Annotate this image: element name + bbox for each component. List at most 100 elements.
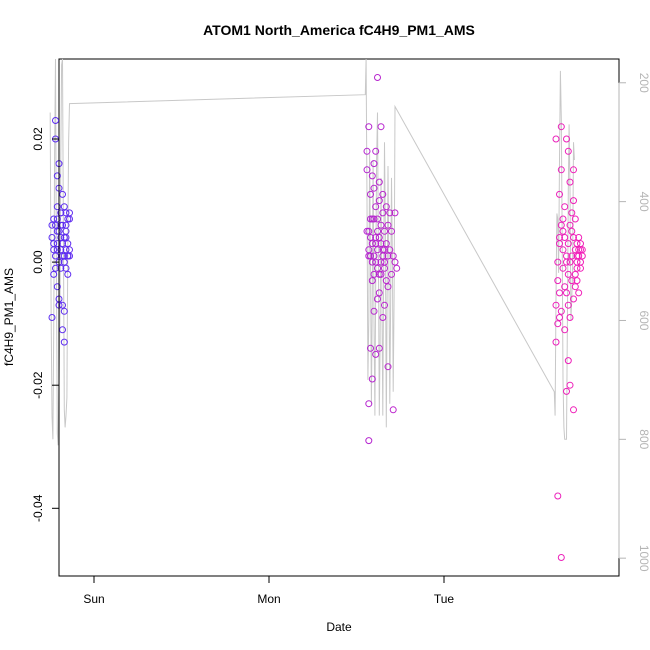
data-point — [370, 270, 378, 278]
data-point — [52, 117, 59, 124]
data-point — [57, 209, 65, 217]
data-point — [365, 227, 373, 235]
data-point — [365, 246, 373, 254]
data-point — [374, 264, 381, 272]
data-point — [367, 234, 374, 241]
data-point — [365, 123, 373, 131]
data-point — [568, 227, 576, 235]
data-point — [552, 135, 560, 143]
data-point — [50, 270, 58, 278]
data-point — [365, 400, 373, 408]
data-point — [381, 264, 388, 272]
data-point — [62, 264, 70, 272]
data-point — [561, 203, 569, 211]
data-point — [367, 252, 374, 260]
data-point — [564, 270, 572, 278]
right-axis: 200 400 600 800 1000 — [618, 73, 650, 572]
data-point — [50, 215, 58, 223]
data-point — [564, 301, 572, 309]
data-point — [559, 227, 567, 235]
data-point — [384, 363, 392, 371]
data-point — [62, 246, 70, 254]
data-point — [557, 123, 565, 131]
data-point — [377, 221, 385, 229]
data-point — [570, 197, 577, 205]
data-point — [368, 375, 376, 383]
data-point — [559, 215, 567, 223]
data-point — [575, 289, 583, 297]
data-point — [375, 344, 383, 352]
data-point — [48, 234, 56, 241]
data-point — [554, 258, 562, 266]
data-point — [66, 209, 73, 217]
data-point — [575, 234, 583, 241]
data-point — [375, 234, 383, 241]
data-point — [377, 258, 385, 266]
data-point — [363, 166, 371, 174]
data-point — [556, 314, 563, 321]
data-point — [375, 270, 383, 278]
data-point — [379, 209, 387, 217]
data-point — [53, 240, 61, 248]
y-tick-label: 0.02 — [31, 127, 45, 151]
data-point — [391, 258, 399, 266]
data-point — [64, 270, 72, 278]
data-point — [563, 387, 570, 395]
data-point — [375, 178, 383, 186]
x-tick-label: Mon — [257, 592, 280, 606]
plot-frame — [58, 58, 620, 577]
data-point — [60, 338, 68, 346]
data-point — [557, 554, 565, 561]
data-point — [374, 295, 381, 303]
data-point — [391, 209, 399, 217]
data-point — [568, 252, 576, 260]
data-point — [556, 289, 563, 297]
data-point — [368, 215, 376, 223]
data-point — [566, 314, 574, 321]
data-point — [386, 246, 394, 254]
data-point — [370, 184, 378, 192]
data-point — [368, 277, 376, 285]
data-point — [386, 209, 394, 217]
data-point — [374, 74, 381, 81]
y-tick-label: 0.00 — [31, 250, 45, 274]
data-point — [384, 283, 392, 291]
data-point — [379, 314, 387, 321]
data-point — [578, 246, 586, 254]
data-point — [564, 147, 572, 155]
data-point — [554, 492, 562, 500]
right-tick-label: 1000 — [637, 545, 650, 572]
x-axis: Sun Mon Tue — [83, 575, 455, 606]
right-tick-label: 200 — [637, 73, 650, 93]
data-point — [573, 240, 581, 248]
data-point — [573, 277, 581, 285]
data-point — [384, 252, 392, 260]
data-point — [367, 190, 374, 198]
data-point — [566, 221, 574, 229]
data-point — [570, 234, 577, 241]
data-point — [57, 246, 65, 254]
data-point — [57, 221, 65, 229]
data-point — [375, 289, 383, 297]
data-point — [559, 264, 567, 272]
data-point — [564, 240, 572, 248]
data-point — [381, 258, 388, 266]
data-point — [573, 252, 581, 260]
data-point — [377, 240, 385, 248]
x-tick-label: Tue — [434, 592, 455, 606]
data-point — [60, 307, 68, 315]
data-point — [48, 221, 56, 229]
data-point — [367, 344, 374, 352]
data-point — [374, 246, 381, 254]
data-point — [62, 234, 70, 241]
data-point — [568, 277, 576, 285]
data-point — [382, 240, 390, 248]
data-point — [389, 252, 397, 260]
data-point — [563, 258, 570, 266]
right-tick-label: 800 — [637, 429, 650, 449]
data-point — [384, 221, 392, 229]
data-point — [554, 320, 562, 328]
data-point — [557, 307, 565, 315]
data-point — [566, 178, 574, 186]
